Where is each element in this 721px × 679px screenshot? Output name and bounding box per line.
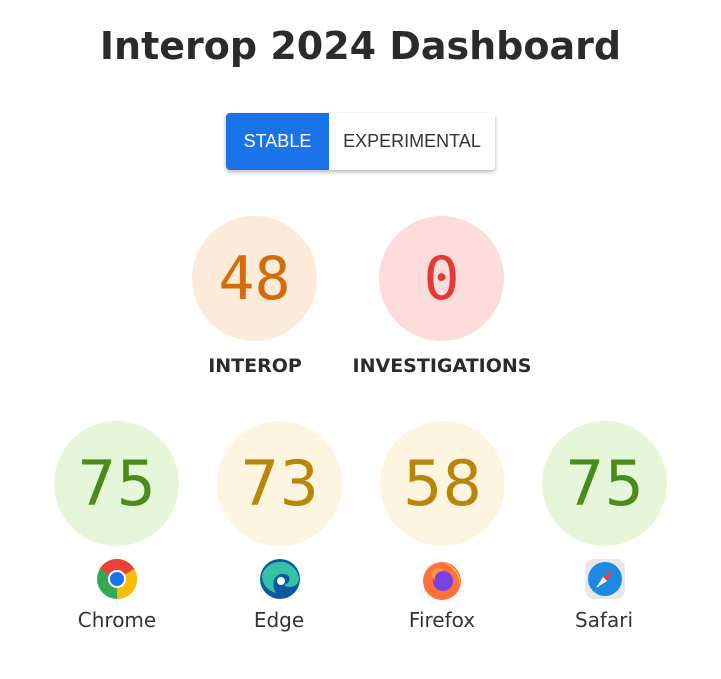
safari-score: 75 xyxy=(542,421,667,546)
investigations-label: INVESTIGATIONS xyxy=(352,355,532,377)
firefox-label: Firefox xyxy=(408,608,476,632)
edge-icon xyxy=(260,559,300,599)
safari-icon xyxy=(585,559,625,599)
edge-score: 73 xyxy=(217,421,342,546)
toggle-stable-button[interactable]: STABLE xyxy=(226,113,329,170)
channel-toggle: STABLE EXPERIMENTAL xyxy=(226,113,495,170)
page-title: Interop 2024 Dashboard xyxy=(99,24,622,68)
safari-label: Safari xyxy=(574,608,634,632)
investigations-score: 0 xyxy=(379,216,504,341)
edge-label: Edge xyxy=(253,608,305,632)
firefox-icon xyxy=(423,562,461,600)
firefox-score: 58 xyxy=(380,421,505,546)
chrome-label: Chrome xyxy=(77,608,157,632)
chrome-icon xyxy=(97,559,137,599)
interop-score: 48 xyxy=(192,216,317,341)
chrome-score: 75 xyxy=(54,421,179,546)
toggle-experimental-button[interactable]: EXPERIMENTAL xyxy=(329,113,495,170)
interop-label: INTEROP xyxy=(208,355,302,377)
